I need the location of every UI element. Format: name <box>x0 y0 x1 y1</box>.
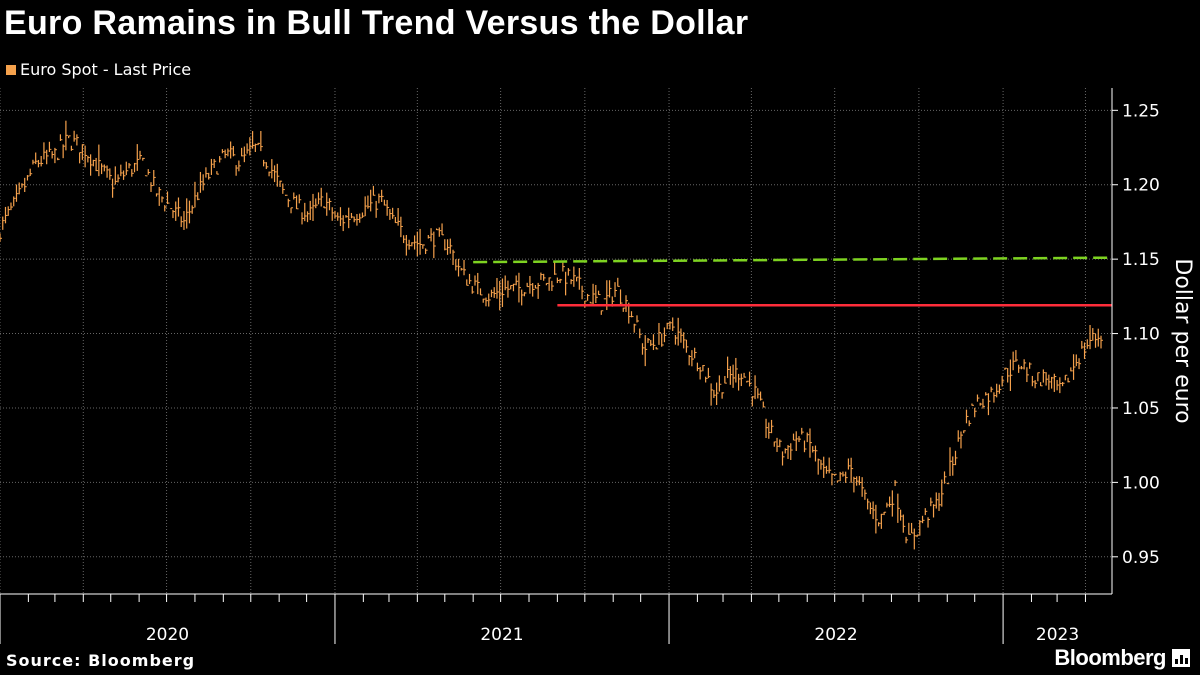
source-note: Source: Bloomberg <box>6 651 196 670</box>
legend: Euro Spot - Last Price <box>6 60 191 79</box>
brand-wordmark: Bloomberg <box>1054 645 1166 670</box>
trend-lines <box>473 256 1113 307</box>
bloomberg-bar-icon <box>1172 649 1190 667</box>
y-tick-label: 0.95 <box>1122 548 1160 568</box>
y-tick-label: 1.05 <box>1122 399 1160 419</box>
grid <box>0 88 1112 594</box>
axes: 0.95 1.00 1.05 1.10 1.15 1.20 1.25 2020 2021 2022… <box>0 88 1195 645</box>
y-tick-label: 1.00 <box>1122 473 1160 493</box>
x-tick-label: 2023 <box>1036 625 1079 645</box>
y-tick-label: 1.25 <box>1122 101 1160 121</box>
x-tick-label: 2020 <box>146 625 189 645</box>
y-axis-title: Dollar per euro <box>1170 258 1195 423</box>
legend-swatch <box>6 64 16 75</box>
y-tick-label: 1.15 <box>1122 250 1160 270</box>
x-tick-label: 2022 <box>814 625 857 645</box>
price-series <box>0 120 1104 550</box>
support-trend-line <box>473 256 1113 264</box>
x-tick-label: 2021 <box>480 625 523 645</box>
y-tick-label: 1.10 <box>1122 325 1160 345</box>
chart-title: Euro Ramains in Bull Trend Versus the Do… <box>4 4 749 42</box>
legend-label: Euro Spot - Last Price <box>20 60 192 79</box>
bloomberg-logo: Bloomberg <box>1054 645 1190 671</box>
y-tick-label: 1.20 <box>1122 176 1160 196</box>
